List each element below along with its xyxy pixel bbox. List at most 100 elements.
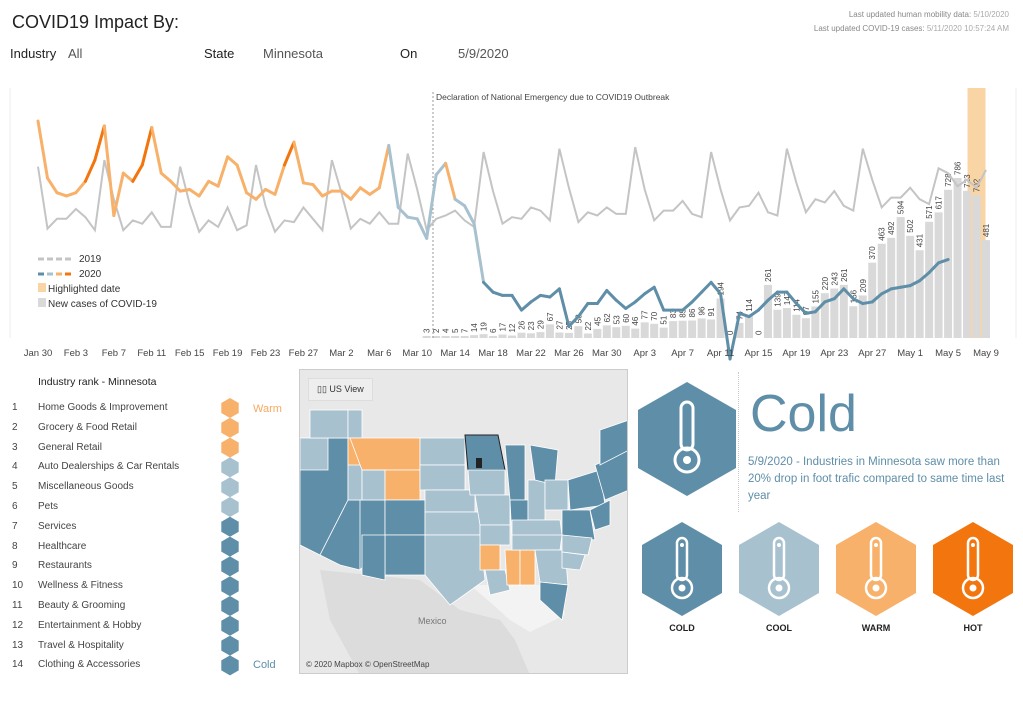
line-2020-segment[interactable] (842, 287, 855, 301)
industry-rank-row[interactable]: 9 Restaurants (10, 557, 240, 577)
line-2020-segment[interactable] (207, 179, 220, 188)
case-bar[interactable] (792, 314, 801, 338)
case-bar[interactable] (536, 332, 545, 338)
thermometer-hot-icon[interactable] (931, 520, 1015, 618)
thermometer-warm-icon[interactable] (834, 520, 918, 618)
line-2020-segment[interactable] (690, 290, 704, 304)
case-bar[interactable] (707, 319, 716, 338)
case-bar[interactable] (678, 320, 687, 338)
case-bar[interactable] (659, 327, 668, 338)
case-bar[interactable] (517, 332, 526, 338)
case-bar[interactable] (849, 306, 858, 338)
case-bar[interactable] (839, 284, 848, 338)
case-bar[interactable] (470, 335, 479, 338)
industry-rank-row[interactable]: 1 Home Goods & Improvement (10, 399, 240, 419)
line-2020-segment[interactable] (870, 292, 884, 304)
line-2020-segment[interactable] (406, 215, 419, 221)
case-bar[interactable] (460, 336, 469, 338)
case-bar[interactable] (716, 298, 725, 338)
line-2020-segment[interactable] (254, 187, 268, 201)
line-2020-segment[interactable] (823, 297, 836, 304)
line-2020-segment[interactable] (889, 285, 903, 291)
state-filter-dropdown[interactable]: Minnesota (263, 46, 323, 61)
line-2020-segment[interactable] (927, 261, 941, 275)
line-2020-segment[interactable] (36, 119, 49, 180)
industry-rank-row[interactable]: 3 General Retail (10, 439, 240, 459)
line-2020-segment[interactable] (45, 176, 59, 195)
line-2020-segment[interactable] (851, 297, 865, 306)
line-2020-segment[interactable] (83, 158, 97, 183)
case-bar[interactable] (564, 332, 573, 338)
line-2020-segment[interactable] (529, 293, 542, 304)
line-2020-segment[interactable] (700, 280, 713, 294)
line-2020-segment[interactable] (557, 287, 571, 328)
line-2020-segment[interactable] (320, 189, 334, 198)
industry-rank-row[interactable]: 2 Grocery & Food Retail (10, 419, 240, 439)
line-2020-segment[interactable] (396, 205, 410, 219)
line-2020-segment[interactable] (55, 191, 68, 198)
case-bar[interactable] (583, 333, 592, 338)
line-2020-segment[interactable] (861, 300, 874, 306)
case-bar[interactable] (631, 328, 640, 338)
line-2020-segment[interactable] (719, 292, 732, 361)
case-bar[interactable] (763, 284, 772, 338)
line-2020-segment[interactable] (368, 186, 381, 196)
case-bar[interactable] (963, 190, 972, 338)
case-bar[interactable] (451, 336, 460, 338)
line-2020-segment[interactable] (159, 171, 173, 183)
case-bar[interactable] (650, 323, 659, 338)
case-bar[interactable] (545, 324, 554, 338)
thermometer-cool-icon[interactable] (737, 520, 821, 618)
line-2020-segment[interactable] (358, 186, 372, 196)
line-2020-segment[interactable] (937, 258, 950, 265)
thermometer-cold-icon[interactable] (640, 520, 724, 618)
line-2020-segment[interactable] (918, 271, 931, 283)
line-2020-segment[interactable] (463, 204, 476, 226)
industry-rank-row[interactable]: 4 Auto Dealerships & Car Rentals (10, 458, 240, 478)
line-2020-segment[interactable] (595, 289, 609, 306)
industry-rank-row[interactable]: 13 Travel & Hospitality (10, 637, 240, 657)
line-2020-segment[interactable] (415, 217, 429, 240)
line-2020-segment[interactable] (301, 181, 315, 187)
line-2020-segment[interactable] (482, 280, 495, 294)
case-bar[interactable] (858, 295, 867, 338)
case-bar[interactable] (574, 326, 583, 338)
line-2020-segment[interactable] (813, 300, 827, 314)
line-2020-segment[interactable] (794, 302, 808, 315)
case-bar[interactable] (697, 318, 706, 338)
line-2020-segment[interactable] (728, 311, 742, 361)
line-2020-segment[interactable] (112, 171, 125, 218)
line-2020-segment[interactable] (178, 187, 192, 193)
line-2020-segment[interactable] (538, 293, 552, 299)
line-2020-segment[interactable] (785, 290, 798, 306)
industry-rank-row[interactable]: 5 Miscellaneous Goods (10, 478, 240, 498)
line-2020-segment[interactable] (311, 183, 324, 198)
case-bar[interactable] (489, 336, 498, 338)
line-2020-segment[interactable] (444, 161, 457, 201)
line-2020-segment[interactable] (102, 124, 116, 218)
line-2020-segment[interactable] (652, 285, 666, 312)
line-2020-segment[interactable] (235, 163, 249, 195)
line-2020-segment[interactable] (226, 155, 239, 167)
line-2020-segment[interactable] (197, 179, 211, 198)
case-bar[interactable] (640, 322, 649, 338)
date-filter-dropdown[interactable]: 5/9/2020 (458, 46, 509, 61)
line-2020-segment[interactable] (273, 163, 286, 196)
line-2020-segment[interactable] (709, 280, 723, 296)
case-bar[interactable] (612, 327, 621, 338)
industry-rank-row[interactable]: 7 Services (10, 518, 240, 538)
line-2020-segment[interactable] (93, 124, 106, 162)
line-2020-segment[interactable] (548, 287, 561, 299)
line-2020-segment[interactable] (140, 126, 154, 167)
line-2020-segment[interactable] (624, 300, 637, 310)
industry-filter-dropdown[interactable]: All (68, 46, 83, 61)
line-2020-segment[interactable] (519, 300, 533, 312)
case-bar[interactable] (688, 320, 697, 338)
line-2020-segment[interactable] (282, 140, 296, 167)
case-bar[interactable] (508, 335, 516, 338)
case-bar[interactable] (555, 332, 564, 338)
line-2020-segment[interactable] (756, 298, 770, 312)
line-2020-segment[interactable] (216, 155, 230, 188)
line-2020-segment[interactable] (491, 290, 505, 297)
case-bar[interactable] (593, 328, 602, 338)
